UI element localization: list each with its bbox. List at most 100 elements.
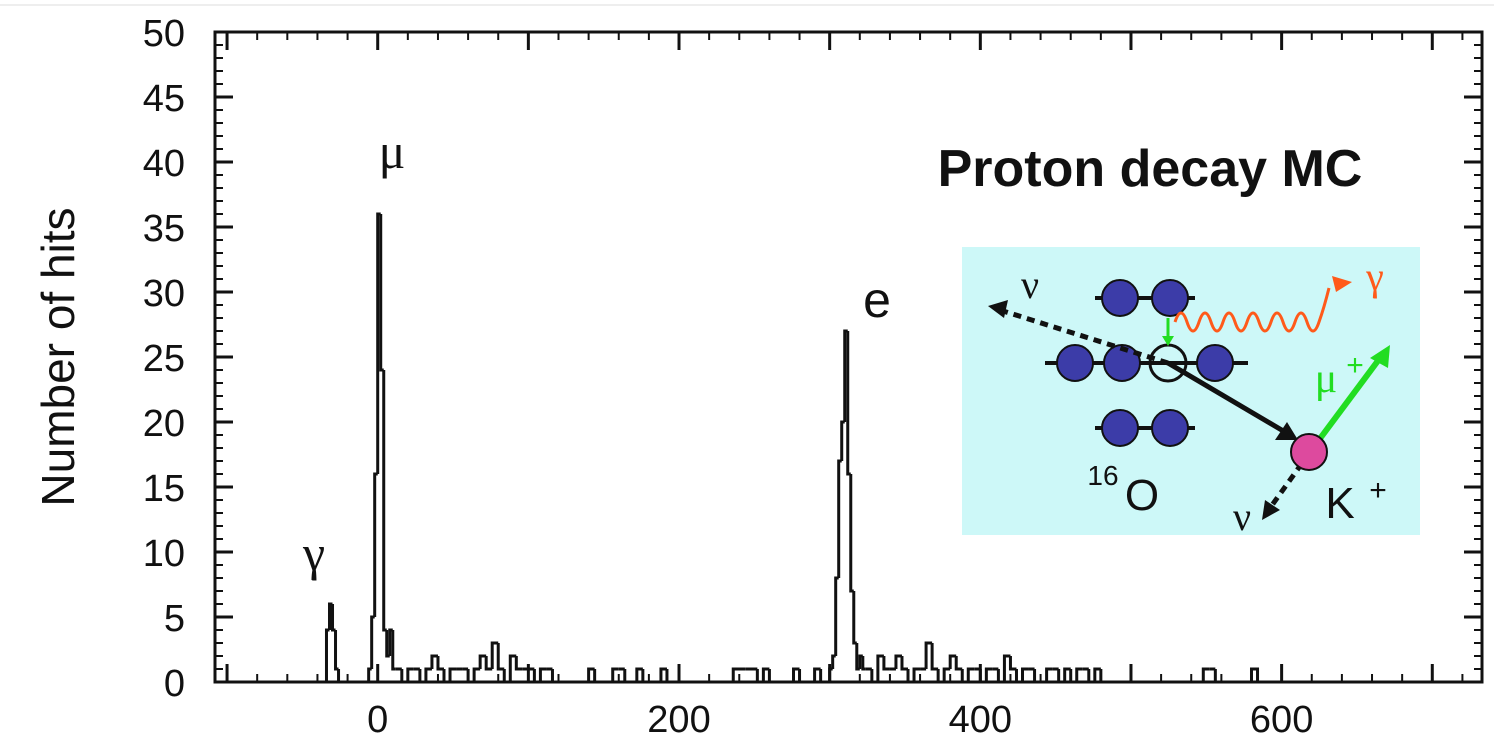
annotation: μ xyxy=(379,123,406,179)
histogram-bin xyxy=(430,654,438,669)
histogram-bin xyxy=(954,656,963,671)
histogram-bin xyxy=(331,604,336,632)
histogram-bin xyxy=(1045,667,1053,682)
histogram-bin xyxy=(448,667,457,682)
histogram-bin xyxy=(593,669,613,684)
histogram-bin xyxy=(1008,656,1017,671)
histogram-bin xyxy=(930,643,939,671)
histogram-bin xyxy=(1063,667,1071,682)
histogram-bin xyxy=(813,667,821,682)
histogram-bin xyxy=(611,667,619,682)
annotation: e xyxy=(863,272,891,328)
histogram-bin xyxy=(942,667,951,682)
histogram-bin xyxy=(324,628,330,682)
nucleon xyxy=(1196,344,1234,382)
histogram-bin xyxy=(1093,667,1101,682)
histogram-bin xyxy=(367,667,372,682)
histogram-bin xyxy=(490,641,499,669)
histogram-bin xyxy=(424,667,432,682)
histogram-bin xyxy=(508,654,517,682)
nucleon xyxy=(1151,279,1189,317)
histogram-bin xyxy=(828,667,833,682)
plot-frame xyxy=(213,30,1484,684)
inset-label: 16 xyxy=(1087,460,1118,491)
neutrino-arrow xyxy=(1267,450,1313,510)
y-tick-label: 20 xyxy=(143,403,185,445)
histogram-bin xyxy=(659,667,667,682)
histogram-bin xyxy=(840,420,845,461)
histogram-bin xyxy=(1201,667,1210,682)
histogram-bin xyxy=(1002,654,1011,682)
photon-wave xyxy=(1173,287,1331,333)
histogram-bin xyxy=(406,667,414,682)
histogram-bin xyxy=(334,630,339,671)
histogram-bin xyxy=(1021,667,1029,682)
y-tick-label: 30 xyxy=(143,273,185,315)
histogram-bin xyxy=(846,331,851,476)
inset-diagram: ν γ μ + K + 16 O ν xyxy=(962,247,1420,539)
histogram-bin xyxy=(1250,667,1260,682)
histogram-bin xyxy=(984,667,993,682)
inset-label: K xyxy=(1325,479,1354,528)
histogram-bin xyxy=(379,214,384,372)
y-tick-label: 35 xyxy=(143,208,185,250)
arrowhead xyxy=(1262,500,1280,520)
histogram-bin xyxy=(912,667,921,682)
y-tick-label: 15 xyxy=(143,468,185,510)
nucleon xyxy=(1101,409,1139,447)
histogram-bin xyxy=(852,591,857,645)
histogram-bin xyxy=(538,667,547,682)
histogram-bin xyxy=(514,656,523,671)
arrowhead xyxy=(1370,345,1390,368)
histogram-bin xyxy=(798,669,815,684)
x-tick-label: 200 xyxy=(647,699,710,736)
y-tick-label: 5 xyxy=(164,598,185,640)
kaon xyxy=(1290,433,1328,471)
histogram-bin xyxy=(731,667,746,682)
histogram-bin xyxy=(391,630,396,671)
y-tick-label: 10 xyxy=(143,533,185,575)
y-tick-label: 40 xyxy=(143,143,185,185)
histogram-bin xyxy=(948,654,957,669)
histogram-bin xyxy=(373,472,378,617)
histogram-bin xyxy=(665,669,734,684)
histogram-bin xyxy=(861,656,866,671)
histogram-bin xyxy=(1099,669,1204,684)
histogram-bin xyxy=(894,654,902,669)
histogram-bin xyxy=(837,459,842,578)
muon-arrow xyxy=(1307,356,1383,454)
histogram-bin xyxy=(337,669,369,684)
chart-title: Proton decay MC xyxy=(938,140,1363,198)
histogram-bin xyxy=(767,669,794,684)
x-tick-label: 400 xyxy=(949,699,1012,736)
histogram-bin xyxy=(876,654,884,682)
x-tick-label: 600 xyxy=(1250,699,1313,736)
histogram-bin xyxy=(966,667,975,682)
neutrino-arrow xyxy=(999,307,1169,366)
histogram-bin xyxy=(472,667,481,682)
nucleon xyxy=(1101,279,1139,317)
histogram-bin xyxy=(496,643,505,671)
inset-label: γ xyxy=(1365,254,1384,299)
inset-label: ν xyxy=(1021,262,1039,307)
arrowhead xyxy=(1275,422,1298,440)
kaon-arrow xyxy=(1166,360,1287,435)
histogram-bin xyxy=(882,656,890,671)
inset-background xyxy=(962,247,1420,535)
arrowhead xyxy=(1332,276,1352,292)
annotation: γ xyxy=(302,525,325,581)
histogram-bin xyxy=(900,656,909,671)
histogram-bin xyxy=(484,656,493,671)
x-tick-label: 0 xyxy=(367,699,388,736)
y-tick-label: 50 xyxy=(143,13,185,55)
histogram-bin xyxy=(587,667,595,682)
inset-label: O xyxy=(1125,471,1159,520)
histogram-bin xyxy=(834,576,839,656)
histogram-bin xyxy=(370,615,375,669)
histogram-bin xyxy=(641,669,661,684)
y-tick-label: 0 xyxy=(164,663,185,705)
nucleon xyxy=(1056,344,1094,382)
nucleon xyxy=(1151,409,1189,447)
histogram-bin xyxy=(478,654,487,669)
